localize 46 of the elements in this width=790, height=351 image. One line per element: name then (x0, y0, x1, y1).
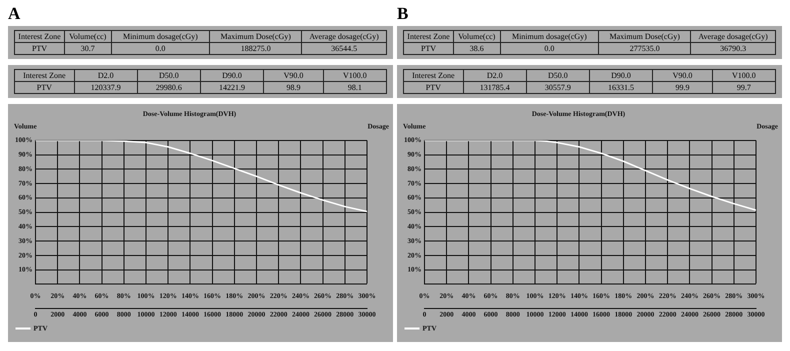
text: D90.0 (200, 70, 264, 82)
text: V90.0 (264, 70, 324, 82)
text: 131785.4 (463, 82, 526, 94)
text: 14221.9 (200, 82, 264, 94)
text: D50.0 (137, 70, 200, 82)
text: Average dosage(cGy) (690, 30, 776, 42)
text: 38.6 (454, 42, 500, 54)
text: 120337.9 (74, 82, 138, 94)
text: B (397, 4, 410, 25)
text: 277535.0 (598, 42, 691, 54)
text: Minimum dosage(cGy) (111, 30, 210, 42)
text: 30.7 (64, 42, 111, 54)
text: Interest Zone (404, 30, 454, 42)
text: Maximum Dose(cGy) (210, 30, 302, 42)
text: Interest Zone (14, 30, 64, 42)
text: 30557.9 (526, 82, 590, 94)
text: 0.0 (500, 42, 599, 54)
text: D2.0 (74, 70, 138, 82)
text: 29980.6 (137, 82, 200, 94)
text: 98.1 (323, 82, 386, 94)
text: Interest Zone (14, 70, 74, 82)
text: 36790.3 (690, 42, 776, 54)
text: Volume(cc) (454, 30, 500, 42)
text: Average dosage(cGy) (302, 30, 386, 42)
text: V90.0 (652, 70, 712, 82)
text: Interest Zone (404, 70, 464, 82)
text: 0.0 (111, 42, 210, 54)
text: D2.0 (463, 70, 526, 82)
text: V100.0 (323, 70, 386, 82)
text: PTV (14, 82, 74, 94)
text: PTV (404, 42, 454, 54)
text: 99.7 (712, 82, 776, 94)
text: A (8, 4, 22, 25)
text: Maximum Dose(cGy) (598, 30, 691, 42)
text: 36544.5 (302, 42, 386, 54)
text: 98.9 (264, 82, 324, 94)
text: V100.0 (712, 70, 776, 82)
text: PTV (404, 82, 464, 94)
text: PTV (14, 42, 64, 54)
text: 188275.0 (210, 42, 302, 54)
text: 16331.5 (589, 82, 653, 94)
text: Volume(cc) (64, 30, 111, 42)
text: D50.0 (526, 70, 590, 82)
text: Minimum dosage(cGy) (500, 30, 599, 42)
text: 99.9 (652, 82, 712, 94)
text: D90.0 (589, 70, 653, 82)
